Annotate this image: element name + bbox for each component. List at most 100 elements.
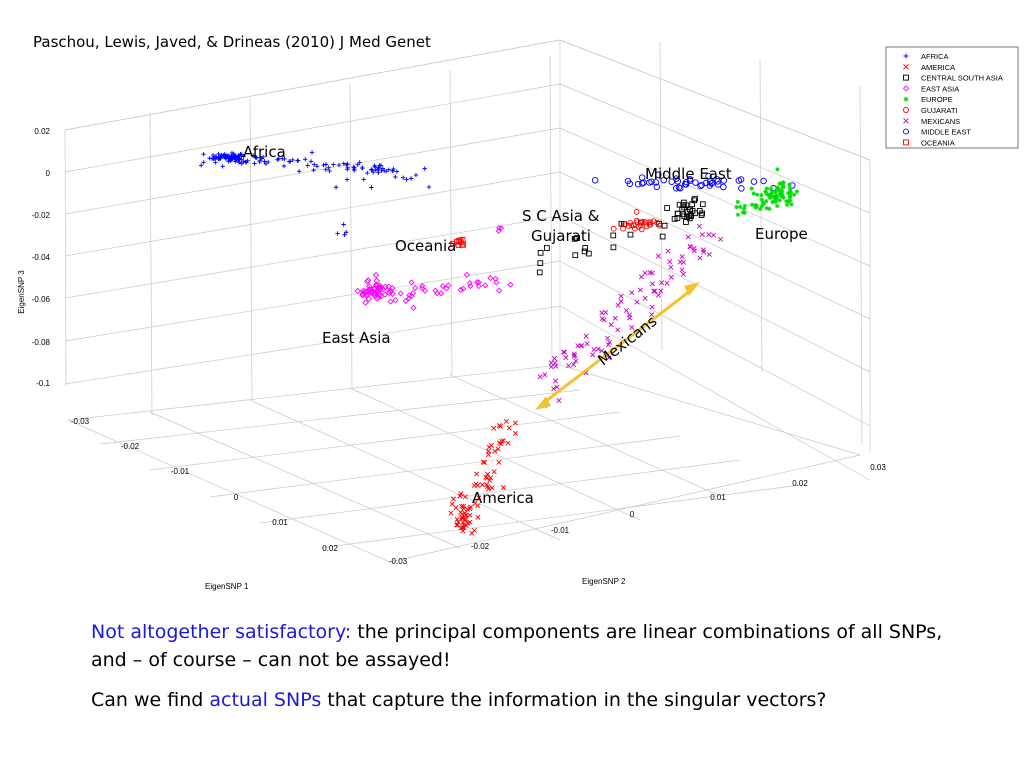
point-africa-84 [223,156,229,161]
point-africa-96 [327,168,332,174]
point-central-south-asia-346 [674,210,681,217]
point-africa-159 [296,169,302,174]
point-africa-30 [239,161,244,166]
point-europe-288 [767,206,772,212]
point-mexicans-497 [649,304,655,310]
point-america-568 [492,448,498,454]
point-middle-east-212 [634,180,642,188]
point-central-south-asia-336 [699,210,705,217]
point-america-602 [485,484,491,490]
point-mexicans-544 [642,295,648,301]
point-africa-161 [413,172,419,178]
point-east-asia-466 [507,281,514,288]
point-east-asia-448 [419,285,426,292]
point-mexicans-524 [668,274,674,280]
point-mexicans-536 [599,316,605,322]
point-central-south-asia-300 [699,201,706,208]
grid-floor-b-4 [449,374,721,497]
point-africa-131 [326,165,331,170]
point-east-asia-425 [373,282,380,289]
point-central-south-asia-342 [692,210,698,217]
point-east-asia-452 [492,275,499,282]
point-mexicans-545 [658,288,664,294]
point-middle-east-211 [720,177,728,184]
point-africa-39 [221,153,226,158]
grid-wall-left-1 [64,83,561,173]
point-middle-east-203 [672,175,680,182]
point-mexicans-542 [599,310,605,316]
point-mexicans-540 [606,355,612,361]
point-africa-162 [373,164,378,170]
x-tick-1: -0.02 [121,442,140,451]
point-america-596 [491,469,497,475]
point-mexicans-538 [548,364,554,370]
point-mexicans-559 [634,299,640,305]
point-america-597 [471,527,477,533]
point-europe-250 [788,191,793,197]
grid-wall-right-3 [559,171,871,320]
point-america-608 [460,503,466,509]
point-mexicans-511 [701,249,707,255]
point-europe-229 [775,188,781,193]
point-europe-264 [769,194,774,200]
point-europe-236 [788,188,793,194]
point-gujarati-356 [633,208,640,215]
point-africa-138 [303,157,308,162]
point-africa-80 [237,156,242,162]
point-east-asia-454 [457,286,464,293]
point-mexicans-493 [651,288,657,294]
x-tick-5: 0.02 [322,544,338,553]
grid-wall-right-5 [559,260,871,427]
point-mexicans-481 [655,292,661,298]
point-america-613 [486,451,492,458]
point-america-576 [482,459,488,466]
point-europe-285 [735,199,741,205]
point-europe-274 [774,193,779,198]
point-europe-252 [784,198,789,204]
point-africa-115 [308,159,314,164]
point-africa-139 [341,161,346,166]
point-central-south-asia-321 [544,245,550,251]
point-africa-29 [198,163,204,168]
point-africa-53 [252,161,257,166]
point-mexicans-487 [590,352,596,358]
point-mexicans-510 [563,355,569,361]
point-africa-156 [369,185,374,190]
point-east-asia-468 [498,225,505,231]
caption-line-2-end: that capture the information in the sing… [321,689,827,711]
point-gujarati-362 [630,222,637,229]
point-mexicans-521 [605,342,611,348]
point-mexicans-551 [579,343,585,349]
point-europe-245 [787,194,793,199]
point-africa-78 [233,159,238,164]
point-america-630 [454,516,460,522]
point-america-607 [475,503,481,509]
point-europe-247 [779,189,785,194]
point-europe-231 [775,185,780,190]
point-east-asia-427 [375,290,383,297]
caption-highlight: actual SNPs [209,689,322,711]
point-africa-133 [281,163,287,169]
point-east-asia-460 [387,288,395,295]
point-middle-east-209 [720,183,727,191]
grid-vertical-2 [349,83,353,389]
point-middle-east-187 [692,179,699,186]
point-america-626 [467,512,473,518]
point-east-asia-390 [381,291,389,298]
point-europe-244 [751,191,756,196]
point-mexicans-479 [642,270,648,276]
grid-floor-a-2 [149,411,621,471]
point-america-632 [460,525,466,531]
point-europe-265 [781,184,786,189]
point-middle-east-199 [738,185,745,192]
point-middle-east-188 [652,179,660,186]
legend-marker-mexicans [903,117,909,124]
y-tick-6: 0.03 [870,463,886,472]
point-europe-225 [754,192,760,197]
point-mexicans-491 [618,293,624,299]
z-tick-1: 0 [46,169,51,178]
point-east-asia-430 [364,277,372,284]
point-east-asia-465 [392,297,399,304]
point-europe-273 [779,181,784,186]
point-africa-170 [343,230,349,235]
